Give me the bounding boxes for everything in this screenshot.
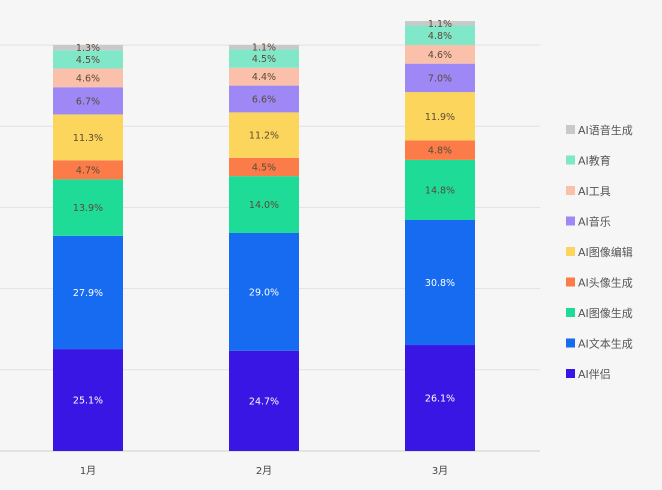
bar-segment: [53, 114, 123, 161]
bar-segment: [405, 25, 475, 45]
bar-segment: [229, 67, 299, 86]
data-label: 13.9%: [73, 203, 103, 214]
bar-segment: [53, 160, 123, 180]
data-label: 25.1%: [73, 396, 103, 407]
bar-segment: [53, 235, 123, 350]
legend-entry: AI音乐: [578, 215, 611, 229]
bar-segment: [405, 63, 475, 93]
data-label: 14.8%: [425, 185, 455, 196]
data-label: 4.6%: [428, 50, 452, 61]
bar-segment: [53, 349, 123, 451]
legend-entry: AI伴侣: [578, 367, 611, 381]
data-label: 11.2%: [249, 131, 279, 142]
bar-segment: [229, 157, 299, 177]
bar-segment: [53, 45, 123, 51]
x-tick-label: 2月: [256, 465, 272, 477]
data-label: 4.5%: [252, 54, 276, 65]
legend-swatch: [566, 216, 575, 226]
data-label: 26.1%: [425, 394, 455, 405]
bar-segment: [53, 50, 123, 69]
legend-swatch: [566, 308, 575, 317]
x-tick-label: 1月: [80, 465, 96, 477]
legend-swatch: [566, 155, 575, 165]
data-label: 14.0%: [249, 200, 279, 211]
data-label: 27.9%: [73, 288, 103, 299]
x-tick-label: 3月: [432, 465, 448, 477]
bar-segment: [229, 85, 299, 113]
bar-segment: [229, 350, 299, 451]
data-label: 1.3%: [76, 43, 100, 54]
bar-segment: [229, 45, 299, 50]
legend-swatch: [566, 338, 575, 348]
data-label: 29.0%: [249, 287, 279, 298]
legend-entry: AI工具: [578, 185, 611, 198]
bar-segment: [405, 219, 475, 346]
bar-segment: [229, 112, 299, 158]
data-label: 11.3%: [73, 133, 103, 144]
bar-segment: [53, 87, 123, 115]
data-label: 7.0%: [428, 73, 452, 84]
legend-swatch: [566, 277, 575, 287]
legend-entry: AI语音生成: [578, 123, 633, 137]
data-label: 24.7%: [249, 396, 279, 407]
bar-segment: [53, 179, 123, 236]
legend-entry: AI图像编辑: [578, 245, 633, 259]
bar-segment: [405, 345, 475, 451]
bar-segment: [229, 176, 299, 233]
data-label: 4.6%: [76, 73, 100, 84]
bar-segment: [229, 232, 299, 351]
legend-swatch: [566, 186, 575, 195]
bar-segment: [405, 92, 475, 141]
data-label: 4.5%: [76, 55, 100, 66]
data-label: 6.7%: [76, 96, 100, 107]
legend-swatch: [566, 369, 575, 378]
data-label: 1.1%: [428, 19, 452, 30]
data-label: 6.6%: [252, 94, 276, 105]
legend-swatch: [566, 247, 575, 256]
data-label: 11.9%: [425, 112, 455, 123]
data-label: 30.8%: [425, 278, 455, 289]
data-label: 4.5%: [252, 163, 276, 174]
data-label: 4.8%: [428, 146, 452, 157]
bar-segment: [229, 49, 299, 68]
bar-segment: [405, 159, 475, 220]
data-label: 4.4%: [252, 72, 276, 83]
data-label: 4.7%: [76, 165, 100, 176]
legend-entry: AI头像生成: [578, 276, 633, 290]
bar-segment: [405, 45, 475, 64]
legend-entry: AI教育: [578, 154, 611, 168]
bar-segment: [405, 21, 475, 26]
data-label: 1.1%: [252, 43, 276, 54]
bar-segment: [53, 68, 123, 88]
legend-entry: AI文本生成: [578, 337, 633, 351]
legend-swatch: [566, 125, 575, 134]
bar-segment: [405, 140, 475, 160]
legend-entry: AI图像生成: [578, 306, 633, 320]
data-label: 4.8%: [428, 31, 452, 42]
